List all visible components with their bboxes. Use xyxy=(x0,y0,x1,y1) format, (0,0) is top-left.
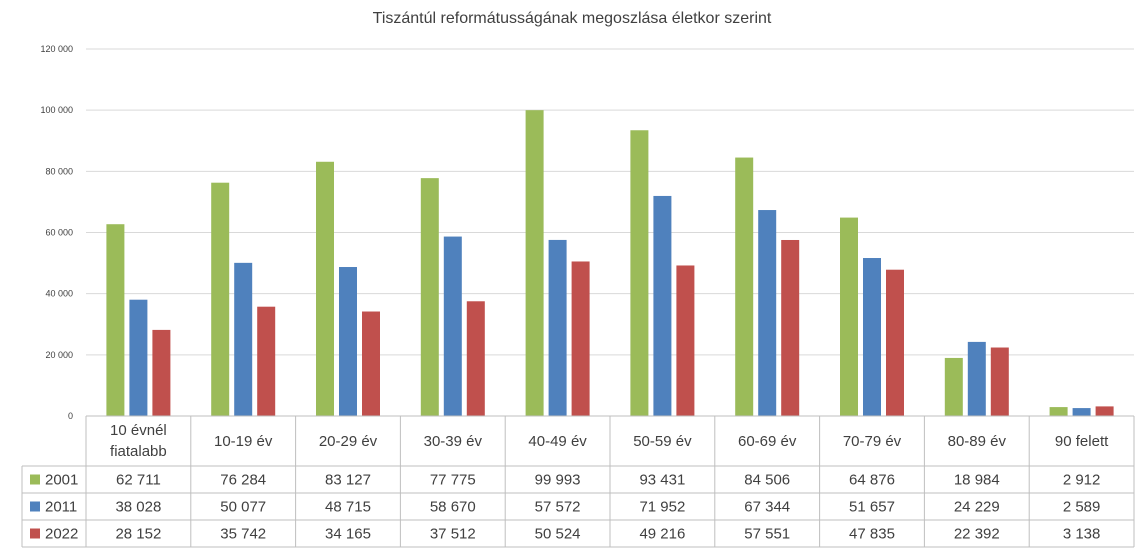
y-tick-label: 40 000 xyxy=(45,289,73,299)
data-label: 3 138 xyxy=(1063,526,1101,543)
bar-2001-1 xyxy=(211,182,230,416)
category-label: 10-19 év xyxy=(214,433,273,450)
y-tick-label: 20 000 xyxy=(45,350,73,360)
bar-2001-7 xyxy=(840,217,858,416)
data-label: 71 952 xyxy=(639,499,685,516)
bar-2022-7 xyxy=(886,269,904,416)
data-label: 49 216 xyxy=(639,526,685,543)
bar-2022-4 xyxy=(571,261,590,416)
data-label: 99 993 xyxy=(535,472,581,489)
data-label: 35 742 xyxy=(220,526,266,543)
bar-2001-9 xyxy=(1049,407,1068,416)
data-label: 28 152 xyxy=(115,526,161,543)
bar-2022-1 xyxy=(257,306,276,416)
data-label: 18 984 xyxy=(954,472,1000,489)
chart-title: Tiszántúl reformátusságának megoszlása é… xyxy=(372,10,772,27)
bar-2011-0 xyxy=(129,299,148,416)
bar-2022-0 xyxy=(152,329,171,416)
data-label: 2 589 xyxy=(1063,499,1101,516)
bar-2011-3 xyxy=(443,236,462,416)
category-label: 50-59 év xyxy=(633,433,692,450)
y-tick-label: 0 xyxy=(68,411,73,421)
category-label: 10 évnél fiatalabb xyxy=(110,422,167,460)
bar-2022-8 xyxy=(990,347,1009,416)
data-label: 57 551 xyxy=(744,526,790,543)
data-label: 51 657 xyxy=(849,499,895,516)
data-label: 34 165 xyxy=(325,526,371,543)
bar-2011-4 xyxy=(548,239,567,416)
bar-2001-3 xyxy=(420,178,439,416)
legend-label-2001: 2001 xyxy=(45,472,78,489)
data-label: 84 506 xyxy=(744,472,790,489)
data-label: 58 670 xyxy=(430,499,476,516)
bar-2011-5 xyxy=(653,195,672,416)
data-label: 38 028 xyxy=(115,499,161,516)
data-label: 37 512 xyxy=(430,526,476,543)
legend-label-2022: 2022 xyxy=(45,526,78,543)
bar-2011-7 xyxy=(863,258,881,416)
data-label: 62 711 xyxy=(116,472,161,489)
bar-2001-2 xyxy=(316,161,334,416)
bar-2022-5 xyxy=(676,265,695,416)
data-label: 67 344 xyxy=(744,499,790,516)
legend-key-2022 xyxy=(30,528,40,539)
bar-2022-6 xyxy=(781,239,800,416)
bar-2011-8 xyxy=(967,341,986,416)
legend-key-2001 xyxy=(30,474,40,485)
bar-2001-8 xyxy=(944,357,963,416)
category-label: 70-79 év xyxy=(843,433,902,450)
data-label: 57 572 xyxy=(535,499,581,516)
y-tick-label: 80 000 xyxy=(45,166,73,176)
data-label: 50 524 xyxy=(535,526,581,543)
data-label: 50 077 xyxy=(220,499,266,516)
bar-2001-0 xyxy=(106,224,125,416)
data-label: 64 876 xyxy=(849,472,895,489)
bar-2022-9 xyxy=(1095,406,1114,416)
category-label: 90 felett xyxy=(1055,433,1109,450)
category-label: 40-49 év xyxy=(528,433,587,450)
data-label: 22 392 xyxy=(954,526,1000,543)
category-label: 60-69 év xyxy=(738,433,797,450)
category-label: 30-39 év xyxy=(424,433,483,450)
bar-2022-2 xyxy=(362,311,380,416)
data-label: 47 835 xyxy=(849,526,895,543)
data-label: 48 715 xyxy=(325,499,371,516)
data-label: 2 912 xyxy=(1063,472,1101,489)
data-label: 77 775 xyxy=(430,472,476,489)
bar-2011-1 xyxy=(234,262,253,416)
category-label: 80-89 év xyxy=(948,433,1007,450)
data-label: 76 284 xyxy=(220,472,266,489)
y-tick-label: 60 000 xyxy=(45,228,73,238)
y-tick-label: 100 000 xyxy=(40,105,73,115)
data-label: 93 431 xyxy=(639,472,685,489)
legend-key-2011 xyxy=(30,501,40,512)
bar-2022-3 xyxy=(466,301,485,416)
legend-label-2011: 2011 xyxy=(45,499,77,516)
bar-2011-2 xyxy=(339,267,357,416)
bar-2011-9 xyxy=(1072,408,1091,416)
bar-2001-5 xyxy=(630,130,649,417)
data-label: 83 127 xyxy=(325,472,371,489)
bar-2011-6 xyxy=(758,210,777,416)
bar-2001-6 xyxy=(735,157,754,416)
category-label: 20-29 év xyxy=(319,433,378,450)
bar-2001-4 xyxy=(525,110,544,416)
y-tick-label: 120 000 xyxy=(40,44,73,54)
data-label: 24 229 xyxy=(954,499,1000,516)
